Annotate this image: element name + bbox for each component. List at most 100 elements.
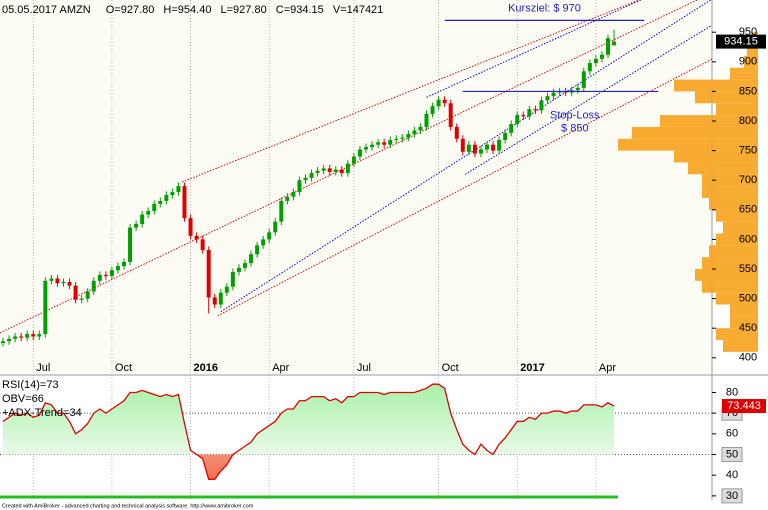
candle-body [466, 144, 471, 152]
y-tick-label: 50 [726, 448, 738, 460]
candle-body [485, 144, 489, 150]
value-tag-label: 73.443 [727, 400, 761, 412]
candle-body [261, 239, 266, 246]
candle-body [606, 38, 610, 55]
candle-body [134, 224, 139, 228]
candle-body [430, 106, 435, 114]
candle-body [49, 278, 54, 281]
x-tick-label: Apr [272, 362, 289, 374]
candle-body [388, 139, 393, 145]
annotation-label: $ 850 [561, 122, 589, 134]
candle-body [115, 266, 120, 271]
x-tick-label: 2017 [520, 362, 544, 374]
candle-body [236, 267, 241, 272]
candle-body [351, 156, 356, 164]
y-tick-label: 650 [739, 204, 757, 216]
candle-body [267, 232, 272, 240]
candle-body [218, 292, 223, 305]
volume-profile-bar [716, 292, 758, 305]
header-open: O=927.80 [106, 4, 155, 16]
value-tag [722, 399, 766, 414]
candle-body [442, 99, 447, 104]
volume-profile-bar [674, 150, 758, 163]
candle-body [243, 263, 247, 268]
volume-profile-bar [730, 316, 758, 329]
candle-body [182, 186, 187, 219]
background-layer [32, 0, 758, 500]
candle-body [109, 270, 114, 277]
volume-profile-bar [688, 162, 758, 175]
legend-label: RSI(14)=73 [2, 379, 59, 391]
y-tick-label: 600 [739, 233, 757, 245]
y-tick-label: 400 [739, 352, 757, 364]
candle-body [497, 139, 502, 151]
candle-body [599, 54, 604, 59]
candle-body [612, 41, 617, 46]
candle-body [19, 336, 24, 338]
candle-body [55, 278, 60, 284]
candle-body [1, 341, 5, 343]
header-close: C=934.15 [276, 4, 324, 16]
volume-profile-bar [723, 340, 758, 352]
candle-body [194, 235, 199, 240]
price-layer [0, 0, 712, 347]
candle-body [158, 200, 163, 204]
candle-body [279, 200, 284, 222]
annotation-label: Kursziel: $ 970 [508, 2, 581, 14]
rsi-line [2, 383, 615, 480]
candle-body [73, 285, 78, 300]
candle-body [103, 274, 108, 277]
candle-body [515, 115, 520, 124]
annotation-label: Stop-Loss [550, 109, 600, 121]
candle-body [13, 336, 18, 339]
y-tick-label: 500 [739, 293, 757, 305]
candle-body [364, 147, 368, 150]
candle-body [345, 163, 350, 174]
candle-body [297, 180, 302, 193]
candle-body [321, 168, 326, 171]
trendline [426, 0, 642, 98]
candle-body [315, 170, 320, 174]
candle-body [448, 103, 453, 127]
volume-profile-bar [660, 115, 758, 127]
volume-profile-bar [746, 44, 758, 56]
candle-body [539, 100, 544, 111]
candle-body [230, 271, 235, 287]
candle-body [212, 297, 217, 305]
candle-body [327, 168, 332, 172]
candle-body [31, 334, 36, 337]
candle-body [43, 280, 48, 335]
candle-body [478, 149, 483, 154]
volume-profile-bar [702, 186, 758, 198]
candle-body [255, 245, 260, 255]
candle-body [224, 286, 229, 293]
candle-body [509, 123, 514, 133]
candle-body [587, 63, 592, 72]
candle-body [188, 218, 193, 236]
y-tick-label: 80 [726, 386, 738, 398]
volume-profile-bar [695, 269, 758, 281]
candle-body [309, 173, 314, 178]
y-tick-label: 750 [739, 145, 757, 157]
x-tick-label: 2016 [194, 362, 218, 374]
x-tick-label: Oct [115, 362, 132, 374]
candle-body [533, 109, 538, 111]
candle-body [291, 192, 296, 197]
volume-profile-bar [744, 55, 758, 68]
candle-body [418, 126, 423, 131]
candle-body [521, 115, 526, 117]
candle-body [146, 210, 151, 215]
volume-profile-bar [730, 67, 758, 80]
candle-body [339, 169, 344, 174]
volume-profile-bar [695, 91, 758, 104]
candle-body [97, 274, 102, 281]
volume-profile-bar [709, 197, 758, 210]
candle-body [206, 250, 211, 298]
candle-body [357, 149, 362, 157]
volume-profile-bar [723, 221, 758, 234]
trendline [220, 0, 712, 313]
volume-profile-bar [716, 328, 758, 341]
candle-body [140, 214, 145, 225]
candle-body [122, 261, 126, 267]
candle-body [333, 169, 338, 172]
